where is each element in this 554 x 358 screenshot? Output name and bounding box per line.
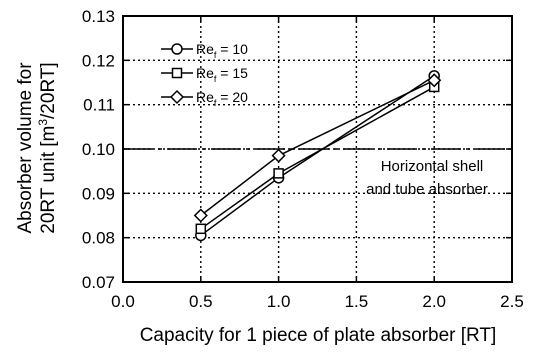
x-tick-label: 2.0 xyxy=(422,292,446,311)
x-tick-label: 0.0 xyxy=(111,292,135,311)
reference-line-label-2: and tube absorber xyxy=(366,181,488,198)
legend: Ref = 10 Ref = 15 Ref = 20 xyxy=(161,41,248,108)
series-markers xyxy=(193,70,442,242)
legend-label-1: Ref = 10 xyxy=(196,41,248,60)
y-tick-label: 0.13 xyxy=(82,7,115,26)
y-axis-title-line1: Absorber volume for xyxy=(15,62,36,234)
legend-label-3: Ref = 20 xyxy=(196,89,248,108)
data-point-series-3 xyxy=(193,208,208,223)
data-point-series-2 xyxy=(195,223,207,235)
y-axis-title-superscript: 3 xyxy=(36,119,50,126)
legend-label-2: Ref = 15 xyxy=(196,65,248,84)
reference-line-label-1: Horizontal shell xyxy=(381,158,484,175)
data-point-series-2 xyxy=(273,168,284,179)
y-axis-title-line2: 20RT unit [m3/20RT] xyxy=(36,62,59,233)
legend-marker-1 xyxy=(171,43,183,55)
y-tick-label: 0.08 xyxy=(82,229,115,248)
y-tick-label: 0.11 xyxy=(83,96,115,115)
y-tick-label: 0.10 xyxy=(82,140,115,159)
x-tick-label: 1.5 xyxy=(345,292,369,311)
data-point-series-3 xyxy=(427,73,442,88)
tick-marks xyxy=(122,15,513,283)
y-tick-label: 0.07 xyxy=(82,273,115,292)
y-tick-label: 0.09 xyxy=(82,184,115,203)
y-tick-label: 0.12 xyxy=(82,51,115,70)
x-tick-label: 0.5 xyxy=(189,292,213,311)
x-tick-label: 2.5 xyxy=(500,292,524,311)
data-point-series-3 xyxy=(271,148,286,163)
y-tick-labels: 0.07 0.08 0.09 0.10 0.11 0.12 0.13 xyxy=(82,7,115,292)
x-axis-title: Capacity for 1 piece of plate absorber [… xyxy=(140,325,497,346)
legend-marker-2 xyxy=(171,67,183,79)
x-tick-label: 1.0 xyxy=(267,292,291,311)
x-tick-labels: 0.0 0.5 1.0 1.5 2.0 2.5 xyxy=(111,292,524,311)
legend-marker-3 xyxy=(169,89,185,105)
